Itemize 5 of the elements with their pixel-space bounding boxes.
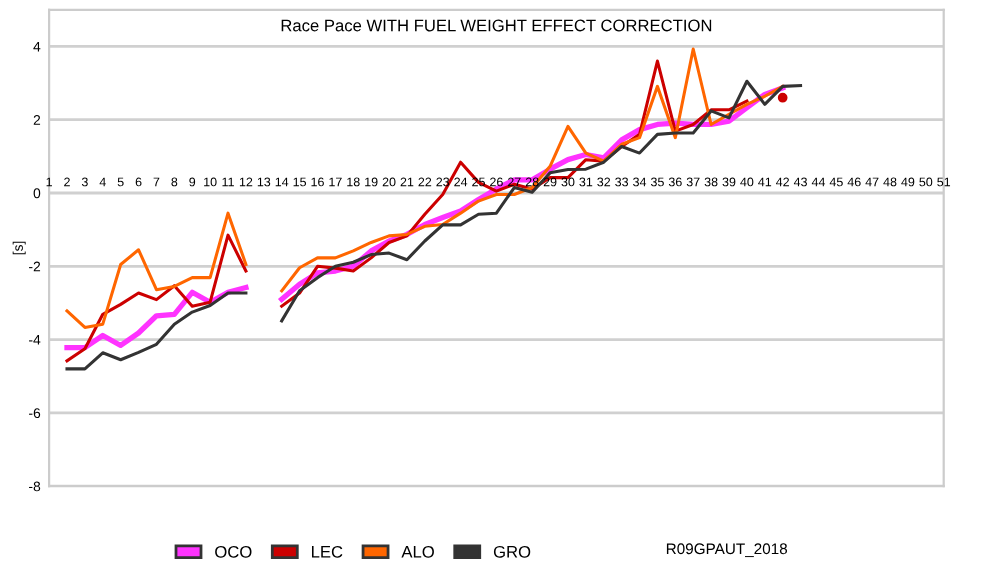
chart-title: Race Pace WITH FUEL WEIGHT EFFECT CORRECTION	[281, 19, 712, 32]
legend-label: OCO	[215, 545, 252, 558]
legend-label: ALO	[401, 545, 434, 558]
legend-label: GRO	[493, 545, 531, 558]
legend-label: LEC	[312, 545, 343, 558]
